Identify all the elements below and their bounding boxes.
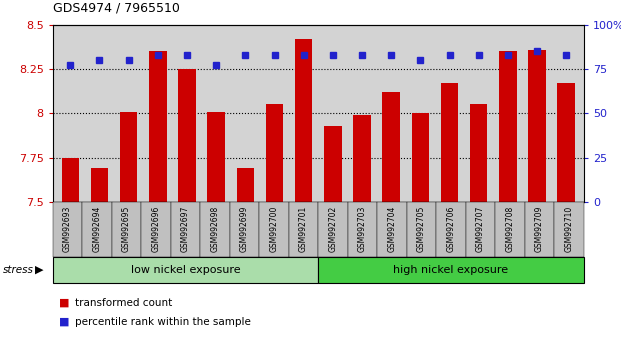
Bar [178, 69, 196, 202]
Text: GSM992705: GSM992705 [417, 206, 426, 252]
Text: low nickel exposure: low nickel exposure [130, 265, 240, 275]
Bar [412, 113, 429, 202]
Text: ■: ■ [59, 298, 70, 308]
Bar [149, 51, 166, 202]
Bar [528, 50, 546, 202]
Bar [383, 92, 400, 202]
Text: GSM992702: GSM992702 [329, 206, 337, 252]
Text: GSM992710: GSM992710 [564, 206, 573, 252]
Text: GSM992697: GSM992697 [181, 206, 190, 252]
Text: GDS4974 / 7965510: GDS4974 / 7965510 [53, 1, 179, 14]
Bar [266, 104, 283, 202]
Text: GSM992703: GSM992703 [358, 206, 367, 252]
Text: GSM992708: GSM992708 [505, 206, 514, 252]
Text: GSM992693: GSM992693 [63, 206, 72, 252]
Text: GSM992694: GSM992694 [93, 206, 101, 252]
Bar [353, 115, 371, 202]
Bar [207, 112, 225, 202]
Bar [441, 83, 458, 202]
Text: GSM992701: GSM992701 [299, 206, 308, 252]
Text: ■: ■ [59, 317, 70, 327]
Text: GSM992698: GSM992698 [211, 206, 219, 252]
Bar [558, 83, 575, 202]
Text: ▶: ▶ [35, 265, 43, 275]
Text: stress: stress [3, 265, 34, 275]
Text: GSM992706: GSM992706 [446, 206, 455, 252]
Bar [499, 51, 517, 202]
Text: GSM992699: GSM992699 [240, 206, 249, 252]
Text: GSM992700: GSM992700 [270, 206, 278, 252]
Bar [295, 39, 312, 202]
Text: high nickel exposure: high nickel exposure [394, 265, 509, 275]
Text: GSM992707: GSM992707 [476, 206, 485, 252]
Bar [120, 112, 137, 202]
Text: GSM992696: GSM992696 [152, 206, 160, 252]
Bar [470, 104, 487, 202]
Bar [61, 158, 79, 202]
Text: percentile rank within the sample: percentile rank within the sample [75, 317, 250, 327]
Text: GSM992709: GSM992709 [535, 206, 544, 252]
Bar [91, 168, 108, 202]
Bar [324, 126, 342, 202]
Text: GSM992704: GSM992704 [388, 206, 396, 252]
Text: GSM992695: GSM992695 [122, 206, 131, 252]
Text: transformed count: transformed count [75, 298, 172, 308]
Bar [237, 168, 254, 202]
